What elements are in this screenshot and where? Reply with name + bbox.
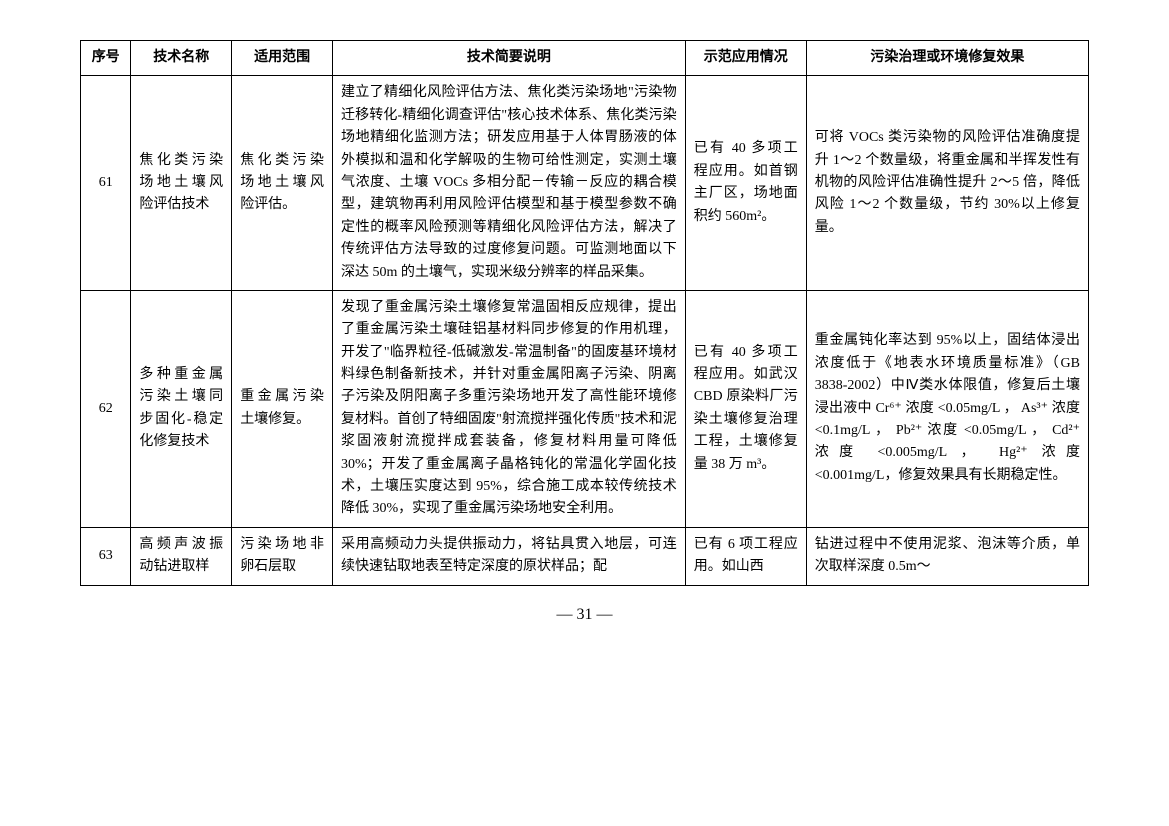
cell-effect: 可将 VOCs 类污染物的风险评估准确度提升 1～2 个数量级，将重金属和半挥发… — [806, 76, 1088, 291]
table-header-row: 序号 技术名称 适用范围 技术简要说明 示范应用情况 污染治理或环境修复效果 — [81, 41, 1089, 76]
cell-app: 已有 40 多项工程应用。如武汉 CBD 原染料厂污染土壤修复治理工程，土壤修复… — [685, 290, 806, 527]
cell-app: 已有 6 项工程应用。如山西 — [685, 527, 806, 585]
cell-desc: 发现了重金属污染土壤修复常温固相反应规律，提出了重金属污染土壤硅铝基材料同步修复… — [332, 290, 685, 527]
cell-name: 焦化类污染场地土壤风险评估技术 — [131, 76, 232, 291]
cell-name: 高频声波振动钻进取样 — [131, 527, 232, 585]
page-number: — 31 — — [80, 606, 1089, 624]
cell-scope: 重金属污染土壤修复。 — [232, 290, 333, 527]
cell-effect: 重金属钝化率达到 95%以上，固结体浸出浓度低于《地表水环境质量标准》（GB 3… — [806, 290, 1088, 527]
cell-desc: 采用高频动力头提供振动力，将钻具贯入地层，可连续快速钻取地表至特定深度的原状样品… — [332, 527, 685, 585]
cell-app: 已有 40 多项工程应用。如首钢主厂区，场地面积约 560m²。 — [685, 76, 806, 291]
table-row: 61 焦化类污染场地土壤风险评估技术 焦化类污染场地土壤风险评估。 建立了精细化… — [81, 76, 1089, 291]
table-row: 63 高频声波振动钻进取样 污染场地非卵石层取 采用高频动力头提供振动力，将钻具… — [81, 527, 1089, 585]
cell-scope: 焦化类污染场地土壤风险评估。 — [232, 76, 333, 291]
header-name: 技术名称 — [131, 41, 232, 76]
cell-seq: 63 — [81, 527, 131, 585]
cell-effect: 钻进过程中不使用泥浆、泡沫等介质，单次取样深度 0.5m～ — [806, 527, 1088, 585]
header-desc: 技术简要说明 — [332, 41, 685, 76]
cell-scope: 污染场地非卵石层取 — [232, 527, 333, 585]
header-app: 示范应用情况 — [685, 41, 806, 76]
header-effect: 污染治理或环境修复效果 — [806, 41, 1088, 76]
cell-seq: 62 — [81, 290, 131, 527]
header-seq: 序号 — [81, 41, 131, 76]
tech-table: 序号 技术名称 适用范围 技术简要说明 示范应用情况 污染治理或环境修复效果 6… — [80, 40, 1089, 586]
table-row: 62 多种重金属污染土壤同步固化-稳定化修复技术 重金属污染土壤修复。 发现了重… — [81, 290, 1089, 527]
cell-name: 多种重金属污染土壤同步固化-稳定化修复技术 — [131, 290, 232, 527]
cell-seq: 61 — [81, 76, 131, 291]
header-scope: 适用范围 — [232, 41, 333, 76]
cell-desc: 建立了精细化风险评估方法、焦化类污染场地"污染物迁移转化-精细化调查评估"核心技… — [332, 76, 685, 291]
